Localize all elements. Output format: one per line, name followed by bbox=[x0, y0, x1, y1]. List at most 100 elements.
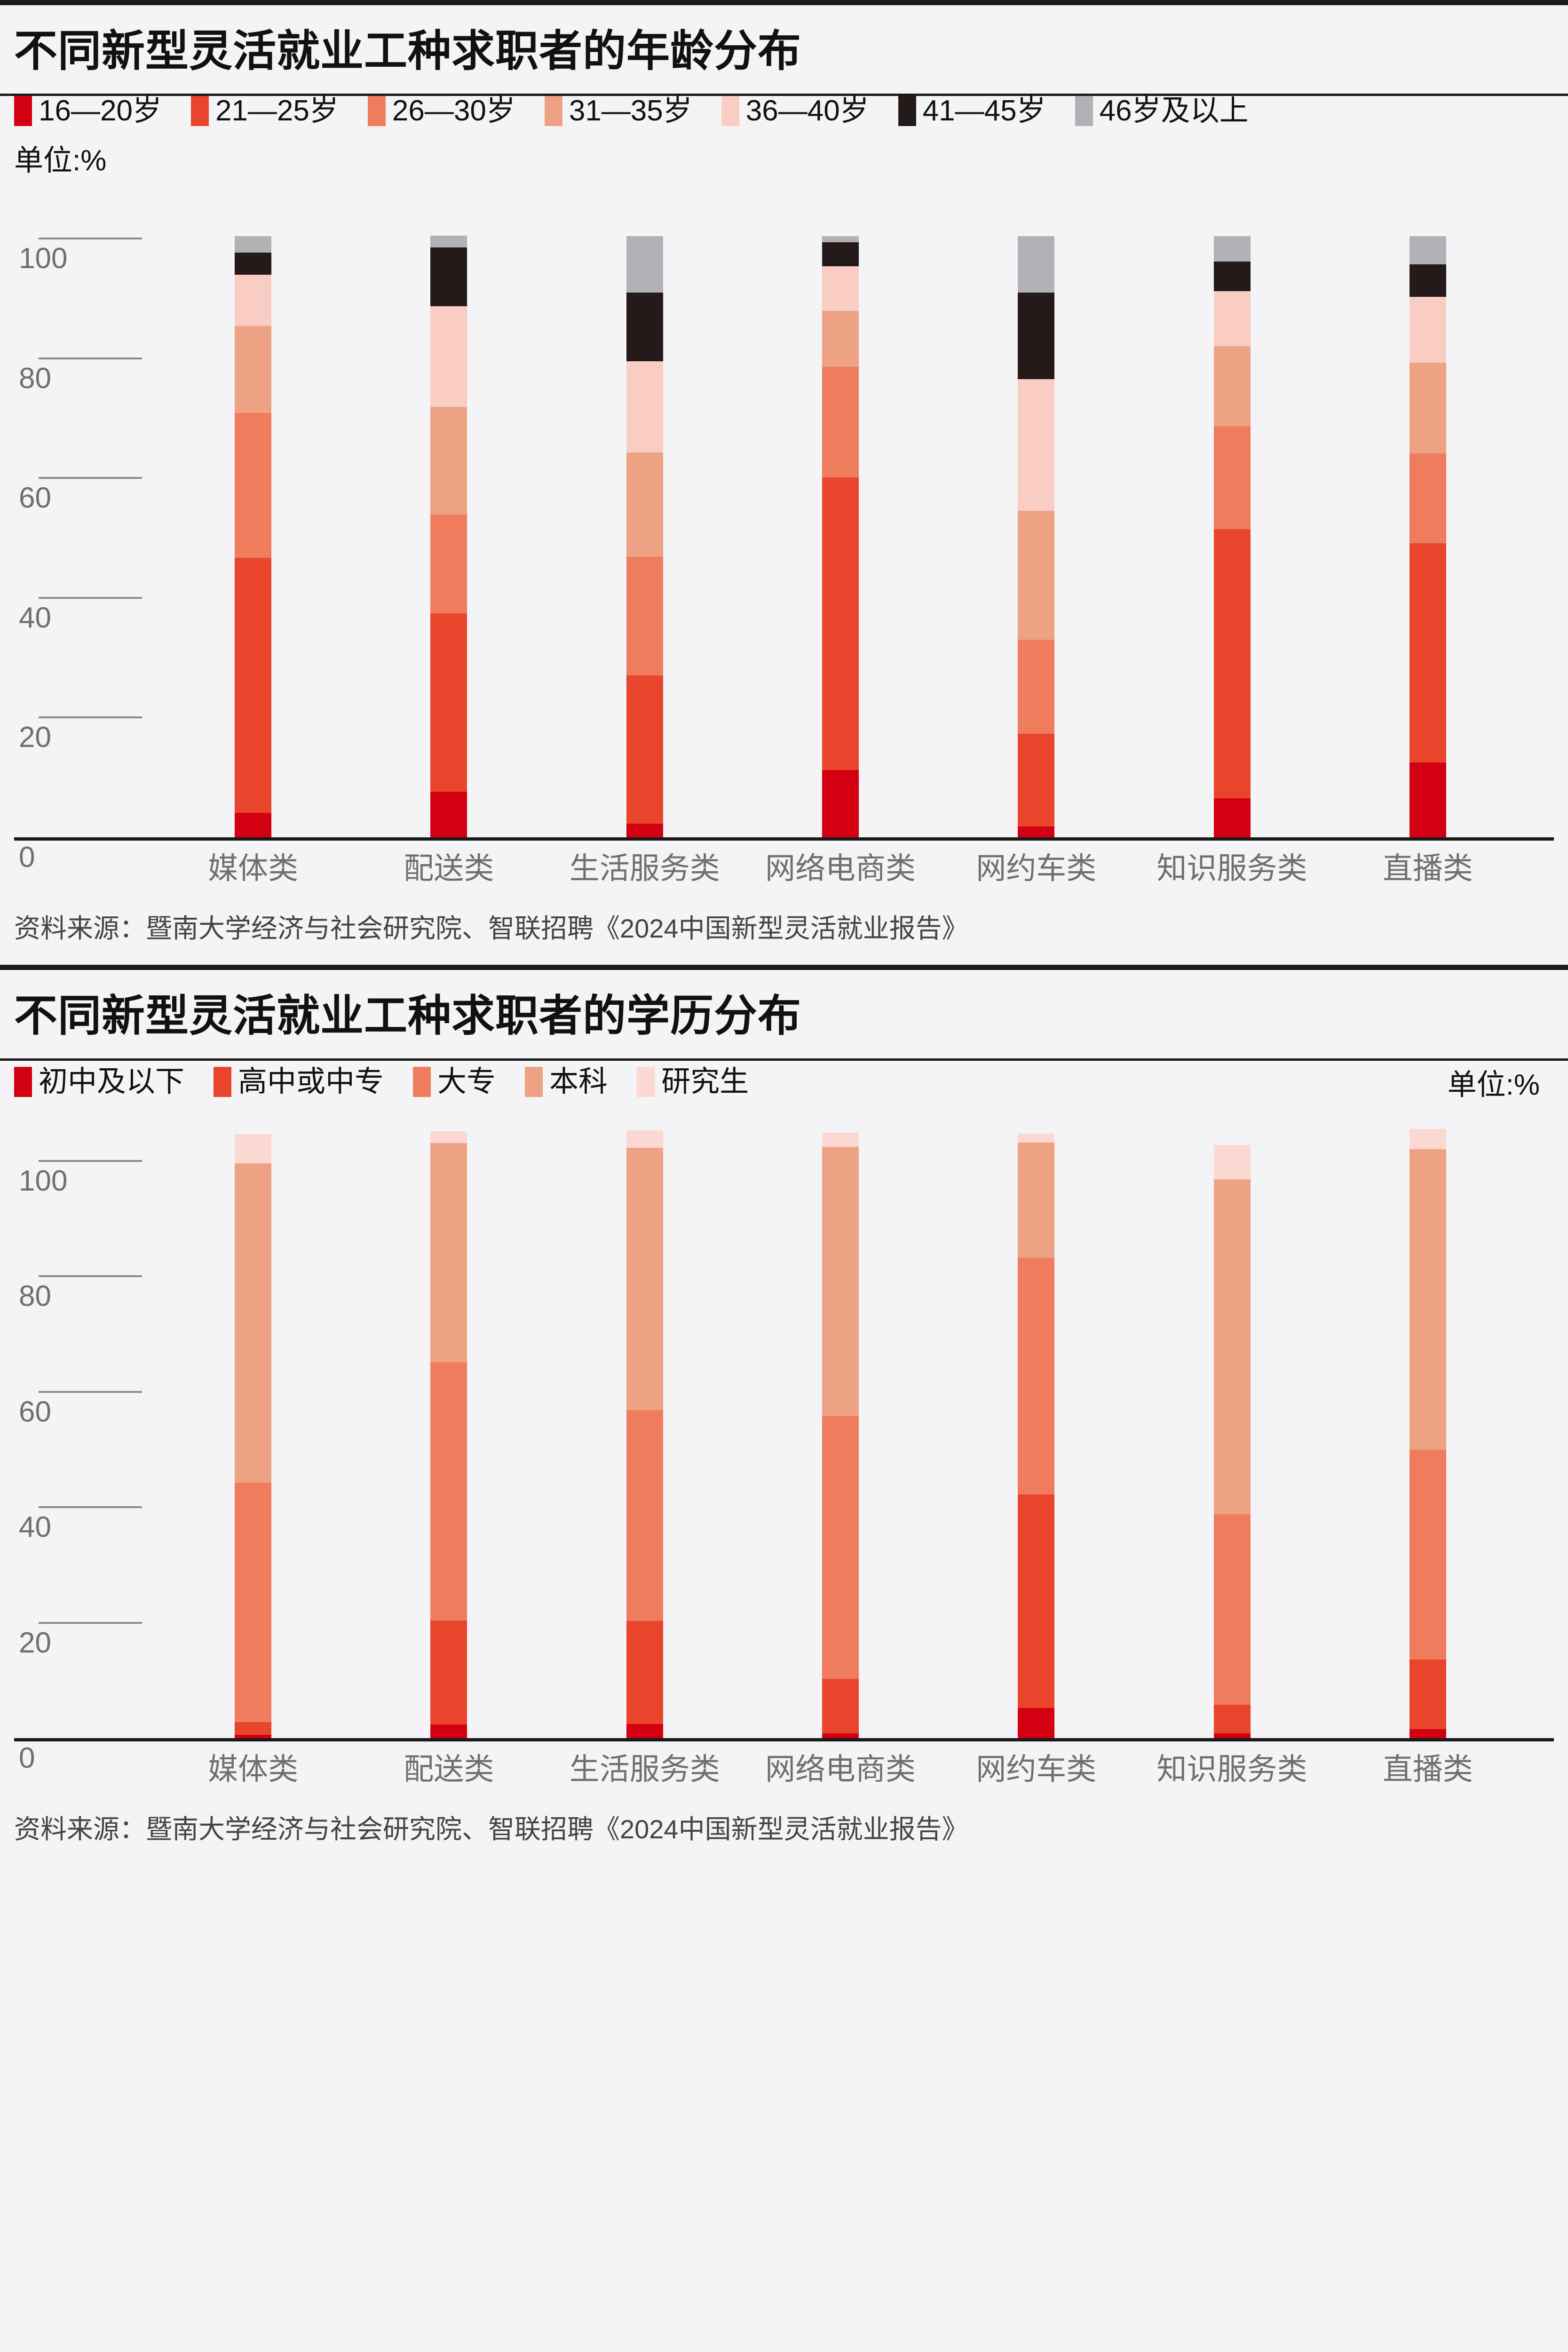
bar-segment[interactable] bbox=[626, 1130, 663, 1148]
bar-segment[interactable] bbox=[235, 1163, 272, 1483]
stacked-bar[interactable] bbox=[430, 235, 467, 837]
bar-segment[interactable] bbox=[430, 515, 467, 614]
bar-segment[interactable] bbox=[822, 366, 859, 478]
bar-segment[interactable] bbox=[430, 306, 467, 407]
stacked-bar[interactable] bbox=[626, 1130, 663, 1739]
bar-segment[interactable] bbox=[626, 675, 663, 824]
bar-segment[interactable] bbox=[1018, 1142, 1055, 1258]
bar-segment[interactable] bbox=[1409, 1149, 1446, 1450]
legend-item[interactable]: 研究生 bbox=[637, 1067, 749, 1097]
stacked-bar[interactable] bbox=[235, 1134, 272, 1739]
bar-segment[interactable] bbox=[430, 235, 467, 248]
bar-segment[interactable] bbox=[235, 1722, 272, 1735]
legend-item[interactable]: 46岁及以上 bbox=[1075, 96, 1249, 126]
bar-segment[interactable] bbox=[1018, 1494, 1055, 1708]
bar-segment[interactable] bbox=[235, 274, 272, 326]
bar-segment[interactable] bbox=[1409, 296, 1446, 363]
bar-segment[interactable] bbox=[1018, 292, 1055, 380]
bar-segment[interactable] bbox=[1213, 426, 1251, 529]
legend-item[interactable]: 本科 bbox=[525, 1067, 608, 1097]
stacked-bar[interactable] bbox=[1213, 1144, 1251, 1739]
bar-segment[interactable] bbox=[1018, 379, 1055, 511]
stacked-bar[interactable] bbox=[235, 236, 272, 837]
bar-segment[interactable] bbox=[1409, 236, 1446, 265]
bar-segment[interactable] bbox=[626, 823, 663, 837]
stacked-bar[interactable] bbox=[1409, 236, 1446, 837]
bar-segment[interactable] bbox=[430, 1131, 467, 1143]
bar-segment[interactable] bbox=[1018, 1134, 1055, 1143]
bar-segment[interactable] bbox=[822, 1416, 859, 1679]
bar-segment[interactable] bbox=[1409, 1729, 1446, 1739]
bar-segment[interactable] bbox=[235, 413, 272, 558]
bar-segment[interactable] bbox=[1213, 1705, 1251, 1734]
bar-segment[interactable] bbox=[235, 236, 272, 253]
stacked-bar[interactable] bbox=[822, 236, 859, 837]
stacked-bar[interactable] bbox=[1018, 236, 1055, 837]
stacked-bar[interactable] bbox=[626, 236, 663, 837]
bar-segment[interactable] bbox=[1409, 762, 1446, 837]
bar-segment[interactable] bbox=[822, 1132, 859, 1147]
bar-segment[interactable] bbox=[822, 477, 859, 771]
bar-segment[interactable] bbox=[1018, 826, 1055, 837]
bar-segment[interactable] bbox=[1018, 733, 1055, 827]
bar-segment[interactable] bbox=[1409, 1129, 1446, 1150]
bar-segment[interactable] bbox=[235, 1734, 272, 1739]
bar-segment[interactable] bbox=[822, 311, 859, 367]
stacked-bar[interactable] bbox=[822, 1132, 859, 1739]
bar-segment[interactable] bbox=[1213, 346, 1251, 426]
stacked-bar[interactable] bbox=[1018, 1134, 1055, 1739]
bar-segment[interactable] bbox=[430, 1362, 467, 1621]
bar-segment[interactable] bbox=[1213, 1179, 1251, 1515]
legend-item[interactable]: 16—20岁 bbox=[14, 96, 162, 126]
bar-segment[interactable] bbox=[430, 792, 467, 837]
bar-segment[interactable] bbox=[1213, 529, 1251, 799]
bar-segment[interactable] bbox=[1213, 1144, 1251, 1180]
bar-segment[interactable] bbox=[822, 266, 859, 311]
bar-segment[interactable] bbox=[1018, 511, 1055, 640]
bar-segment[interactable] bbox=[626, 1410, 663, 1621]
bar-segment[interactable] bbox=[626, 1621, 663, 1724]
bar-segment[interactable] bbox=[1213, 1733, 1251, 1739]
bar-segment[interactable] bbox=[626, 236, 663, 293]
bar-segment[interactable] bbox=[1213, 261, 1251, 292]
bar-segment[interactable] bbox=[235, 252, 272, 275]
legend-item[interactable]: 26—30岁 bbox=[367, 96, 515, 126]
bar-segment[interactable] bbox=[626, 1147, 663, 1411]
bar-segment[interactable] bbox=[1213, 798, 1251, 837]
bar-segment[interactable] bbox=[1409, 264, 1446, 297]
bar-segment[interactable] bbox=[1018, 236, 1055, 293]
bar-segment[interactable] bbox=[822, 1678, 859, 1734]
bar-segment[interactable] bbox=[1213, 291, 1251, 347]
bar-segment[interactable] bbox=[1409, 453, 1446, 544]
bar-segment[interactable] bbox=[235, 1134, 272, 1163]
bar-segment[interactable] bbox=[430, 247, 467, 307]
legend-item[interactable]: 41—45岁 bbox=[898, 96, 1046, 126]
bar-segment[interactable] bbox=[235, 812, 272, 837]
legend-item[interactable]: 36—40岁 bbox=[721, 96, 869, 126]
legend-item[interactable]: 21—25岁 bbox=[190, 96, 339, 126]
bar-segment[interactable] bbox=[1409, 362, 1446, 454]
bar-segment[interactable] bbox=[1213, 1514, 1251, 1705]
bar-segment[interactable] bbox=[1213, 236, 1251, 262]
bar-segment[interactable] bbox=[430, 1620, 467, 1724]
stacked-bar[interactable] bbox=[1409, 1129, 1446, 1739]
bar-segment[interactable] bbox=[822, 236, 859, 242]
bar-segment[interactable] bbox=[430, 406, 467, 515]
bar-segment[interactable] bbox=[430, 1143, 467, 1363]
bar-segment[interactable] bbox=[626, 452, 663, 557]
legend-item[interactable]: 初中及以下 bbox=[14, 1067, 184, 1097]
bar-segment[interactable] bbox=[626, 292, 663, 362]
bar-segment[interactable] bbox=[1018, 1258, 1055, 1495]
bar-segment[interactable] bbox=[626, 361, 663, 453]
bar-segment[interactable] bbox=[822, 1147, 859, 1416]
legend-item[interactable]: 高中或中专 bbox=[214, 1067, 384, 1097]
bar-segment[interactable] bbox=[430, 1724, 467, 1739]
bar-segment[interactable] bbox=[235, 1482, 272, 1722]
legend-item[interactable]: 31—35岁 bbox=[544, 96, 692, 126]
bar-segment[interactable] bbox=[822, 1733, 859, 1739]
bar-segment[interactable] bbox=[1409, 543, 1446, 763]
bar-segment[interactable] bbox=[1409, 1660, 1446, 1729]
bar-segment[interactable] bbox=[430, 613, 467, 792]
stacked-bar[interactable] bbox=[430, 1131, 467, 1739]
bar-segment[interactable] bbox=[626, 557, 663, 676]
